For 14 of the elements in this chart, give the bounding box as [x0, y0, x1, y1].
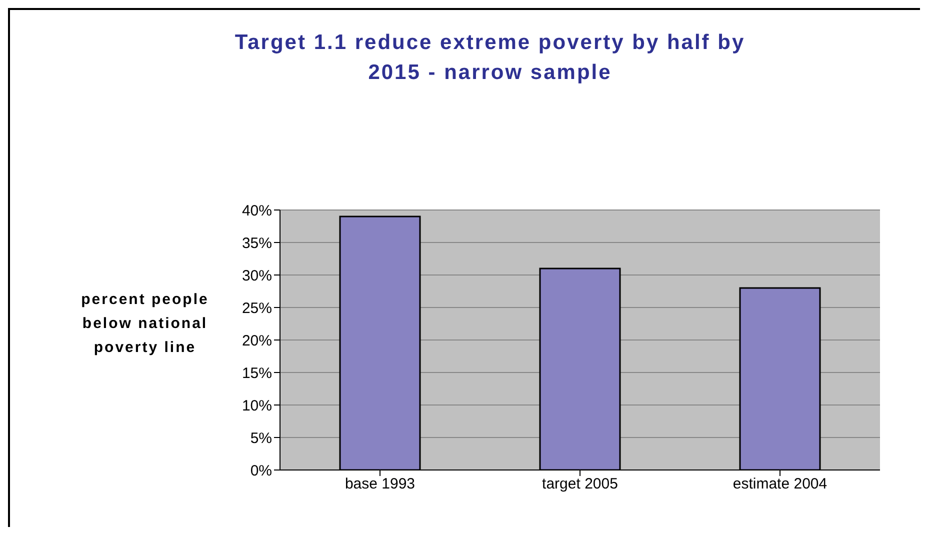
chart-title: Target 1.1 reduce extreme poverty by half by 2015 - narrow sample	[234, 30, 746, 86]
y-tick-label: 25%	[242, 300, 272, 317]
y-tick-label: 40%	[242, 202, 272, 220]
y-tick-label: 5%	[250, 430, 272, 447]
x-tick-label: target 2005	[542, 476, 618, 493]
y-axis-title: percent people below national poverty line	[80, 290, 210, 358]
y-tick-label: 30%	[242, 267, 272, 284]
y-tick-label: 10%	[242, 397, 272, 414]
y-tick-label: 35%	[242, 234, 272, 252]
x-tick-label: estimate 2004	[732, 476, 828, 493]
y-tick-label: 15%	[242, 364, 272, 382]
y-tick-label: 0%	[250, 462, 272, 480]
x-tick-label: base 1993	[344, 476, 416, 493]
y-tick-label: 20%	[242, 332, 272, 350]
